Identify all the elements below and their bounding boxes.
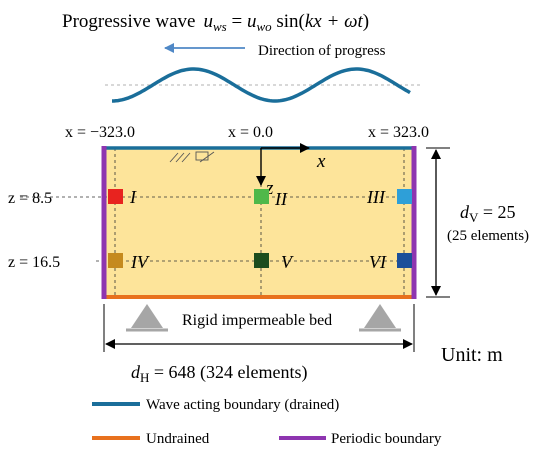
x-axis-label: x: [316, 151, 326, 172]
point-marker-vi: [397, 253, 412, 268]
point-marker-v: [254, 253, 269, 268]
unit-label: Unit: m: [441, 344, 503, 366]
legend-label-undrained: Undrained: [146, 431, 210, 447]
point-label-iv: IV: [130, 252, 150, 272]
point-marker-iv: [108, 253, 123, 268]
legend-label-wave-boundary: Wave acting boundary (drained): [146, 397, 339, 413]
point-label-v: V: [281, 252, 294, 272]
legend-label-periodic: Periodic boundary: [331, 431, 442, 447]
direction-label: Direction of progress: [258, 43, 386, 59]
point-marker-i: [108, 189, 123, 204]
support-left: [131, 304, 163, 328]
wave-header: Progressive wave uws = uwo sin(kx + ωt): [62, 11, 369, 34]
x-label-center: x = 0.0: [228, 124, 273, 141]
point-label-ii: II: [274, 189, 288, 209]
width-label: dH = 648 (324 elements): [131, 362, 308, 385]
z-label-upper: z = 8.5: [8, 190, 52, 207]
point-marker-iii: [397, 189, 412, 204]
depth-elements-label: (25 elements): [447, 228, 529, 244]
depth-label: dV = 25: [460, 202, 516, 225]
x-label-left: x = −323.0: [65, 124, 135, 141]
point-label-i: I: [129, 187, 137, 207]
z-label-lower: z = 16.5: [8, 254, 60, 271]
z-axis-label: z: [265, 178, 274, 199]
soil-domain: [104, 148, 414, 297]
point-label-vi: VI: [369, 252, 387, 272]
x-label-right: x = 323.0: [368, 124, 429, 141]
support-right: [364, 304, 396, 328]
point-label-iii: III: [366, 187, 386, 207]
point-marker-ii: [254, 189, 269, 204]
bed-label: Rigid impermeable bed: [182, 312, 332, 329]
wave-curve: [112, 67, 411, 103]
soil-hatch-mark: [169, 151, 215, 163]
